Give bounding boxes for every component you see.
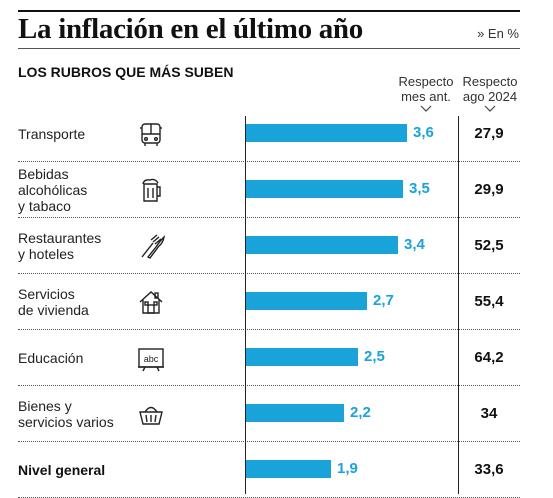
chart-row: Bienes y servicios varios 2,2 34 bbox=[18, 386, 520, 442]
category-label-line: servicios varios bbox=[18, 413, 114, 430]
annual-value: 64,2 bbox=[474, 349, 504, 366]
chart-row: Servicios de vivienda 2,7 55,4 bbox=[18, 274, 520, 330]
beer-mug-icon bbox=[136, 175, 166, 205]
row-divider bbox=[18, 441, 520, 442]
category-label-line: Bebidas bbox=[18, 165, 69, 182]
row-divider bbox=[18, 329, 520, 330]
column-header-month-line1: Respecto bbox=[398, 74, 454, 89]
bar-value-label: 2,7 bbox=[373, 292, 394, 309]
chart-row: Restaurantes y hoteles 3,4 52,5 bbox=[18, 218, 520, 274]
bar bbox=[246, 292, 367, 310]
category-label-line: alcohólicas bbox=[18, 181, 88, 198]
annual-value: 52,5 bbox=[474, 237, 504, 254]
category-label: Bebidas alcohólicas y tabaco bbox=[18, 162, 136, 217]
bar bbox=[246, 348, 358, 366]
bar-value-label: 3,5 bbox=[409, 180, 430, 197]
category-label-line: y tabaco bbox=[18, 197, 71, 214]
category-label: Servicios de vivienda bbox=[18, 274, 136, 329]
chart-row: Nivel general 1,9 33,6 bbox=[18, 442, 520, 498]
row-divider bbox=[18, 385, 520, 386]
row-divider bbox=[18, 161, 520, 162]
category-label-line: Servicios bbox=[18, 285, 75, 302]
annual-value: 34 bbox=[480, 405, 498, 422]
bar-value-label: 2,5 bbox=[364, 348, 385, 365]
top-rule bbox=[18, 10, 520, 12]
bus-icon bbox=[136, 119, 166, 149]
chart-row: Educación abc 2,5 64,2 bbox=[18, 330, 520, 386]
column-header-year: Respecto ago 2024 bbox=[458, 74, 522, 112]
annual-value: 33,6 bbox=[474, 461, 504, 478]
annual-value: 29,9 bbox=[474, 181, 504, 198]
bar-value-label: 2,2 bbox=[350, 404, 371, 421]
bar-value-label: 3,6 bbox=[413, 124, 434, 141]
svg-text:abc: abc bbox=[144, 354, 159, 364]
column-header-month: Respecto mes ant. bbox=[394, 74, 458, 112]
basket-icon bbox=[136, 399, 166, 429]
category-label-line: y hoteles bbox=[18, 245, 75, 262]
chart-subtitle: LOS RUBROS QUE MÁS SUBEN bbox=[18, 64, 234, 80]
row-divider bbox=[18, 273, 520, 274]
bar bbox=[246, 460, 331, 478]
category-label-line: Educación bbox=[18, 349, 84, 366]
category-label: Educación bbox=[18, 330, 136, 385]
column-header-year-line1: Respecto bbox=[462, 74, 518, 89]
category-label: Transporte bbox=[18, 106, 136, 161]
bar-value-label: 1,9 bbox=[337, 460, 358, 477]
category-label: Bienes y servicios varios bbox=[18, 386, 136, 441]
column-separator bbox=[458, 116, 459, 494]
bar-value-label: 3,4 bbox=[404, 236, 425, 253]
bar bbox=[246, 236, 398, 254]
chart-title: La inflación en el último año bbox=[18, 13, 363, 45]
row-divider bbox=[18, 217, 520, 218]
chart-row: Transporte 3,6 27,9 bbox=[18, 106, 520, 162]
title-rule bbox=[18, 48, 520, 49]
chevron-down-icon bbox=[420, 105, 432, 112]
category-label-line: de vivienda bbox=[18, 301, 89, 318]
unit-label: » En % bbox=[477, 26, 519, 41]
chevron-down-icon bbox=[484, 105, 496, 112]
category-label: Nivel general bbox=[18, 442, 136, 497]
fork-knife-icon bbox=[136, 231, 166, 261]
column-header-year-line2: ago 2024 bbox=[462, 89, 518, 104]
bar-axis bbox=[245, 116, 246, 494]
category-label-line: Restaurantes bbox=[18, 229, 102, 246]
category-label-line: Bienes y bbox=[18, 397, 72, 414]
chart-row: Bebidas alcohólicas y tabaco 3,5 29,9 bbox=[18, 162, 520, 218]
annual-value: 27,9 bbox=[474, 125, 504, 142]
bar bbox=[246, 180, 403, 198]
bar bbox=[246, 404, 344, 422]
category-label: Restaurantes y hoteles bbox=[18, 218, 136, 273]
category-label-line: Transporte bbox=[18, 125, 86, 142]
column-header-month-line2: mes ant. bbox=[401, 89, 451, 104]
blackboard-icon: abc bbox=[136, 343, 166, 373]
bar bbox=[246, 124, 407, 142]
annual-value: 55,4 bbox=[474, 293, 504, 310]
house-icon bbox=[136, 287, 166, 317]
category-label-line: Nivel general bbox=[18, 461, 106, 478]
